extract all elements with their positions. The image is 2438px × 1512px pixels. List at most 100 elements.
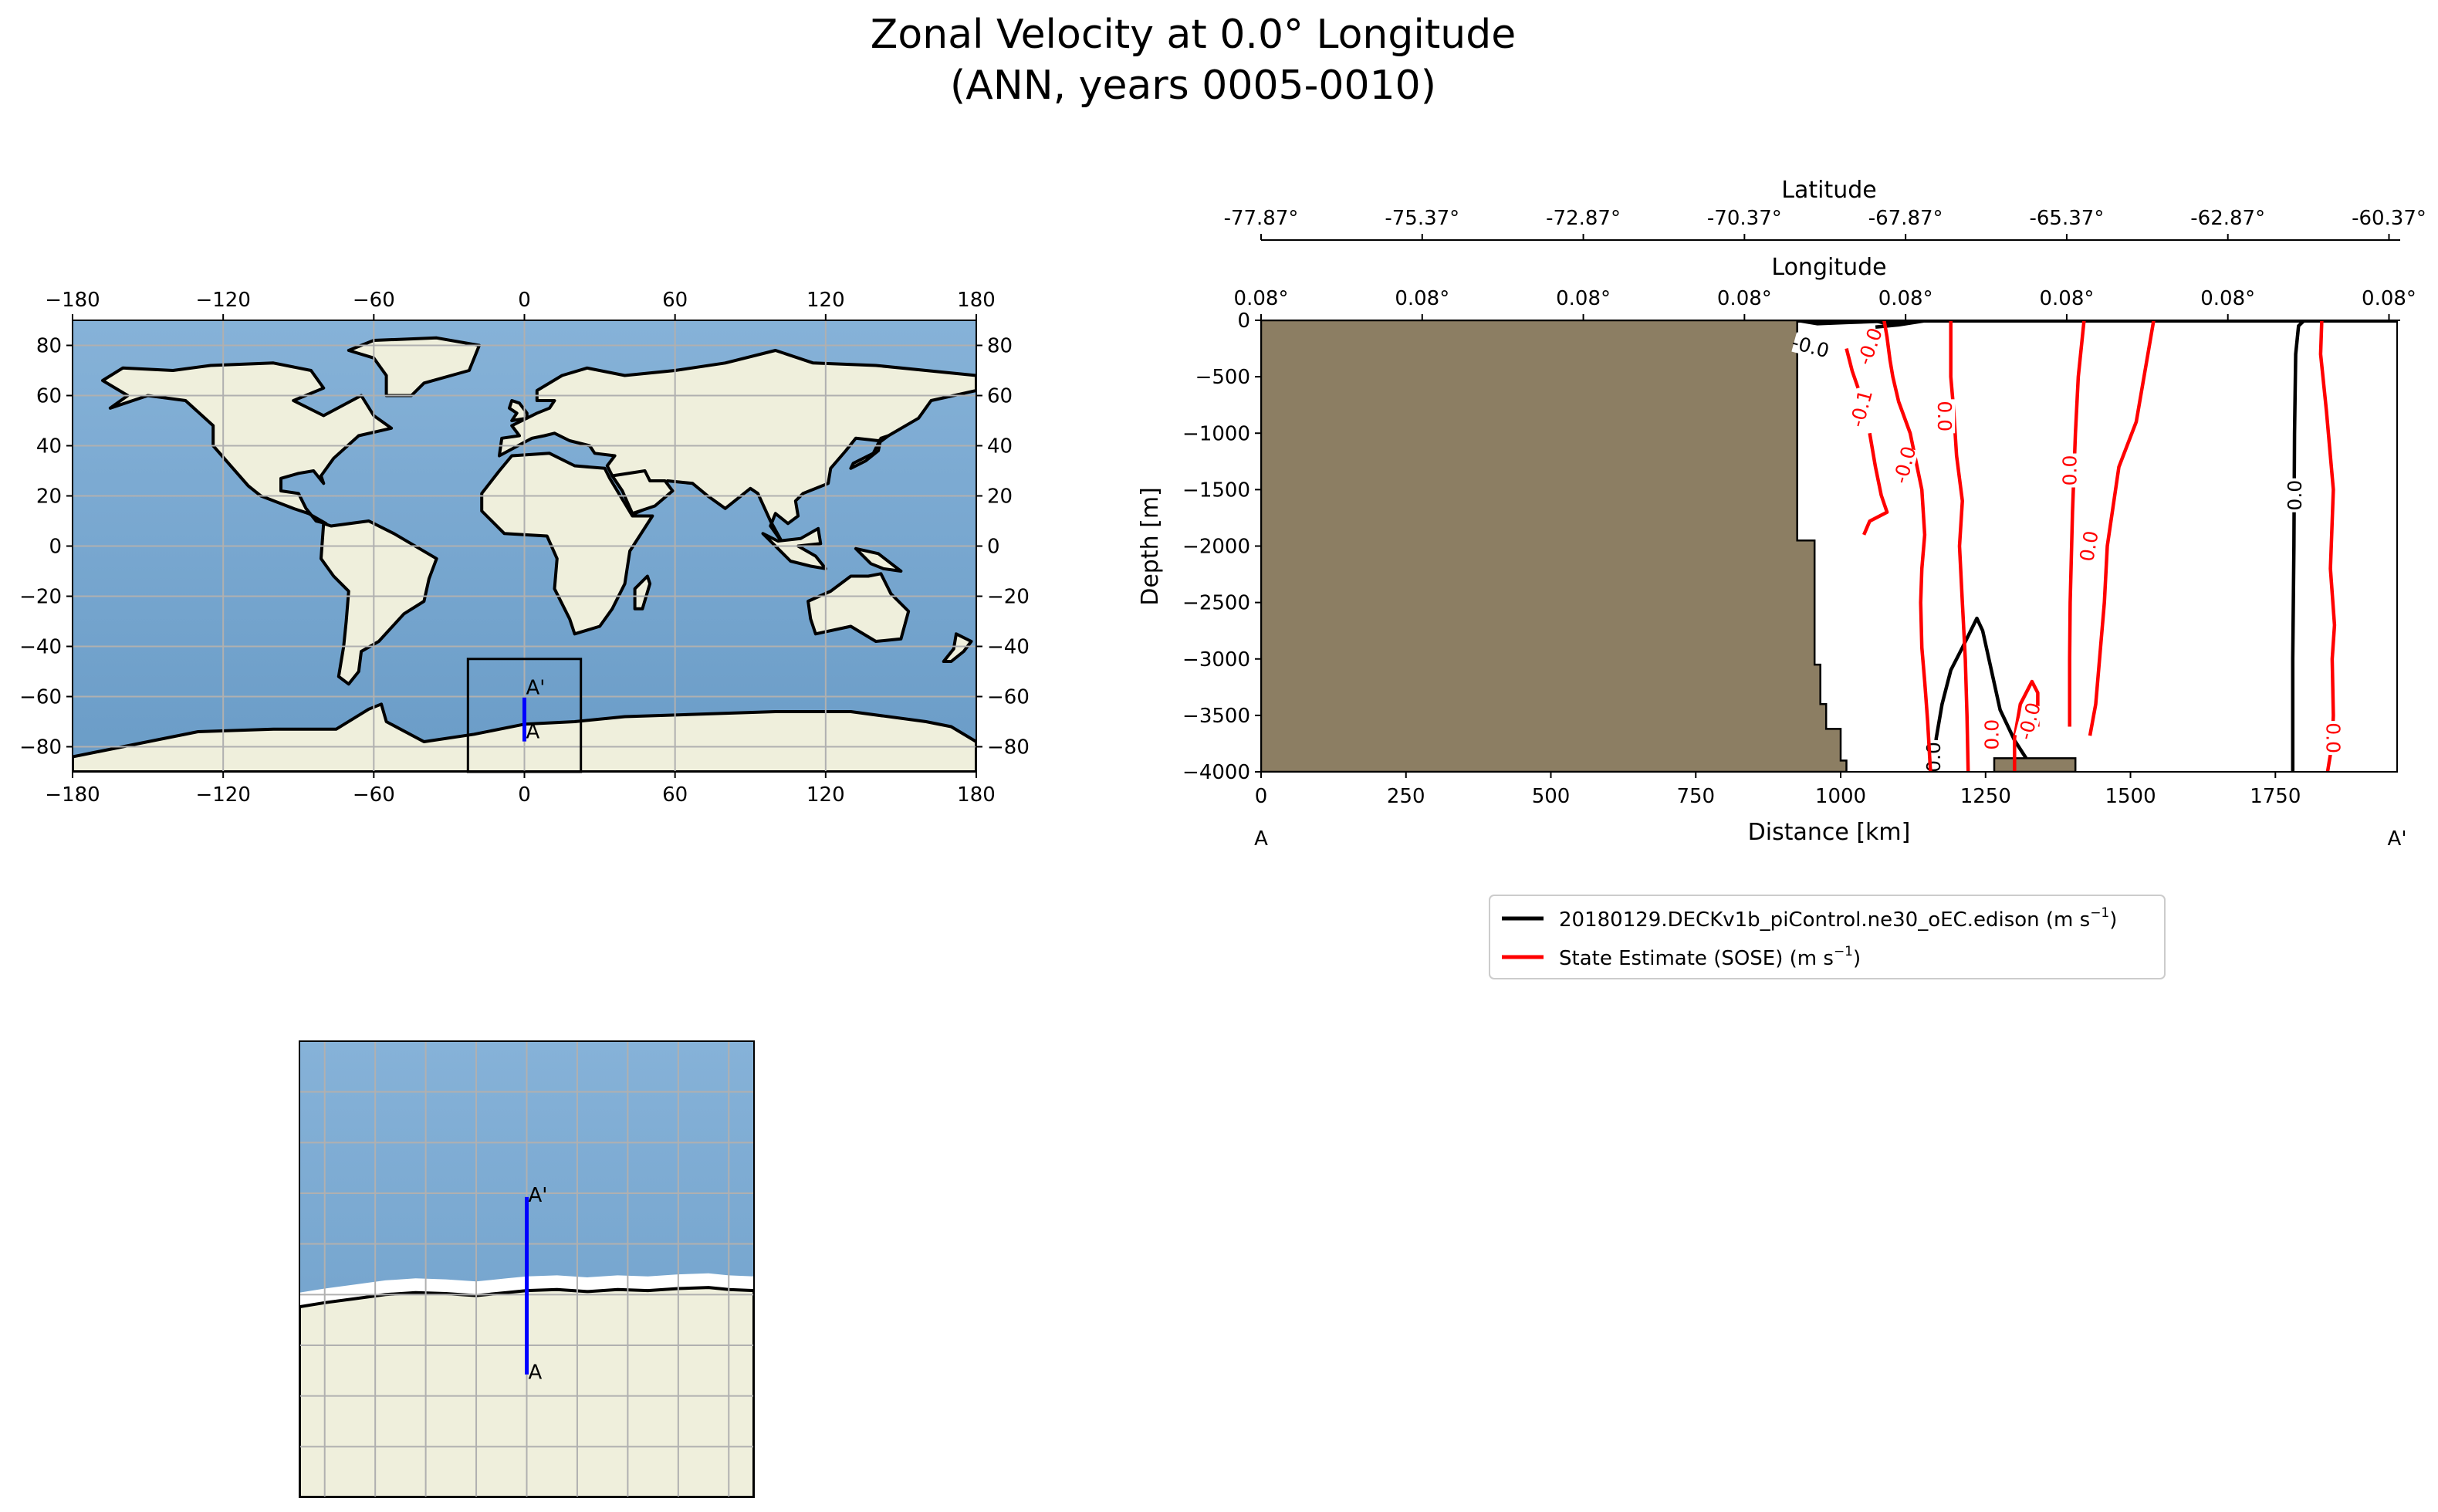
section-ytick-label: 0	[1237, 310, 1250, 333]
section-xtick-label: 1000	[1815, 785, 1866, 808]
global-ytick-label-left: −80	[19, 736, 62, 759]
latitude-axis: -77.87° -75.37° -72.87° -70.37° -67.87° -65.3…	[1224, 207, 2426, 241]
obs-contour-label: 0.0	[2321, 722, 2344, 753]
longitude-tick-label: 0.08°	[2362, 287, 2416, 310]
model-contour-label: 0.0	[1922, 742, 1945, 773]
global-xtick-label-bottom: −180	[45, 783, 100, 807]
global-xtick-label-bottom: 0	[518, 783, 531, 807]
global-xtick-label-top: 60	[662, 289, 688, 312]
global-ytick-label-left: −40	[19, 636, 62, 659]
inset-map-frame	[299, 1040, 755, 1498]
legend-model-prefix: 20180129.DECKv1b_piControl.ne30_oEC.edis…	[1559, 908, 2090, 932]
longitude-axis: 0.08° 0.08° 0.08° 0.08° 0.08° 0.08° 0.08° 0.08°	[1234, 287, 2416, 321]
obs-contour-label: 0.0	[2059, 455, 2081, 486]
land-greenland	[347, 336, 481, 397]
global-ytick-label-right: −60	[987, 686, 1030, 709]
section-start-label: A	[1254, 827, 1268, 851]
contour-lines: -0.00.00.0-0.1-0.0-0.00.00.0 -0.00.00.00.…	[1790, 320, 2397, 773]
global-ytick-label-right: 40	[987, 435, 1013, 458]
latitude-tick-label: -72.87°	[1546, 207, 1621, 230]
legend-obs-prefix: State Estimate (SOSE) (m s	[1559, 947, 1834, 970]
seamount-fill	[1993, 757, 2077, 772]
section-xtick-label: 1250	[1960, 785, 2011, 808]
obs-contour	[1949, 320, 1970, 772]
bathymetry-fill	[1261, 320, 1848, 772]
section-ytick-label: −1500	[1182, 479, 1250, 502]
legend-obs-sup: −1	[1834, 944, 1853, 959]
figure-title-line2: (ANN, years 0005-0010)	[950, 63, 1436, 109]
longitude-tick-label: 0.08°	[1717, 287, 1772, 310]
inset-map: A A'	[299, 1040, 755, 1498]
land-south-america	[320, 519, 438, 686]
obs-contour-label-bg	[2075, 527, 2102, 565]
obs-contour-label-bg	[1981, 717, 2002, 752]
latitude-tick-label: -60.37°	[2352, 207, 2426, 230]
section-ticks: 0 250 500 750 1000 1250 1500 1750 0 −500 −1000 −150…	[1182, 310, 2301, 808]
obs-contour-label-bg	[1854, 326, 1885, 366]
global-ytick-label-right: 0	[987, 536, 1000, 559]
model-contour-label: 0.0	[2284, 480, 2306, 511]
obs-contour-label-bg	[2059, 453, 2080, 488]
section-xtick-label: 250	[1387, 785, 1425, 808]
legend: 20180129.DECKv1b_piControl.ne30_oEC.edis…	[1489, 895, 2166, 979]
obs-contour	[2013, 679, 2040, 772]
global-ytick-label-left: −60	[19, 686, 62, 709]
global-ytick-label-left: 40	[36, 435, 62, 458]
latitude-tick-label: -62.87°	[2190, 207, 2265, 230]
global-map: −180 −180 −120 −120 −60 −60 0 0 60 60 120 120 180 180…	[19, 289, 1030, 807]
land-arabia	[610, 469, 675, 516]
legend-obs-suffix: )	[1853, 947, 1861, 970]
obs-contour-label-bg	[2323, 721, 2344, 756]
global-ytick-label-right: −20	[987, 586, 1030, 609]
section-end-label: A'	[2388, 827, 2407, 851]
obs-contour-label: 0.0	[2075, 529, 2102, 563]
global-xtick-label-top: 180	[957, 289, 996, 312]
section-ytick-label: −4000	[1182, 761, 1250, 784]
section-ytick-label: −3000	[1182, 648, 1250, 671]
land-new-guinea	[854, 546, 903, 573]
inset-label-a: A	[529, 1361, 543, 1385]
global-gridlines	[73, 320, 976, 772]
section-ytick-label: −2000	[1182, 536, 1250, 559]
land-new-zealand	[942, 632, 973, 663]
obs-contour	[1882, 320, 1932, 772]
obs-contour-label: 0.0	[1933, 401, 1956, 431]
global-xtick-label-bottom: 120	[806, 783, 845, 807]
latitude-tick-label: -65.37°	[2030, 207, 2105, 230]
global-xtick-label-bottom: 60	[662, 783, 688, 807]
longitude-axis-label: Longitude	[1771, 254, 1886, 281]
section-ytick-label: −1000	[1182, 422, 1250, 445]
longitude-tick-label: 0.08°	[1395, 287, 1449, 310]
section-xtick-label: 500	[1532, 785, 1571, 808]
section-plot: -0.00.00.0-0.1-0.0-0.00.00.0 -0.00.00.00.…	[1137, 177, 2426, 851]
global-xtick-label-bottom: −120	[195, 783, 250, 807]
global-map-ticks: −180 −180 −120 −120 −60 −60 0 0 60 60 120 120 180 180…	[19, 289, 1030, 807]
obs-contour-label: 0.0	[1980, 719, 2003, 750]
global-xtick-label-top: 120	[806, 289, 845, 312]
obs-contour	[2068, 320, 2086, 727]
land-madagascar	[633, 574, 652, 611]
longitude-tick-label: 0.08°	[2039, 287, 2094, 310]
latitude-tick-label: -77.87°	[1224, 207, 1299, 230]
inset-label-a-prime: A'	[529, 1184, 548, 1207]
obs-contour-label-bg	[2014, 702, 2044, 740]
global-xtick-label-top: −120	[195, 289, 250, 312]
section-xlabel: Distance [km]	[1748, 819, 1911, 846]
obs-contour	[1862, 432, 1889, 536]
land-japan	[849, 434, 891, 470]
longitude-tick-label: 0.08°	[1556, 287, 1611, 310]
section-ytick-label: −3500	[1182, 705, 1250, 728]
model-contour-label-bg	[1791, 332, 1830, 360]
longitude-tick-label: 0.08°	[2200, 287, 2255, 310]
legend-model-suffix: )	[2109, 908, 2117, 932]
model-contour	[2291, 320, 2306, 772]
global-xtick-label-top: −60	[353, 289, 395, 312]
latitude-axis-label: Latitude	[1781, 177, 1876, 204]
obs-contour	[1845, 348, 1860, 389]
latitude-tick-label: -70.37°	[1707, 207, 1782, 230]
model-contour-label-bg	[2284, 478, 2305, 512]
obs-contour-label-bg	[1935, 399, 1956, 434]
section-ylabel: Depth [m]	[1137, 487, 1164, 606]
global-ytick-label-left: 60	[36, 385, 62, 408]
